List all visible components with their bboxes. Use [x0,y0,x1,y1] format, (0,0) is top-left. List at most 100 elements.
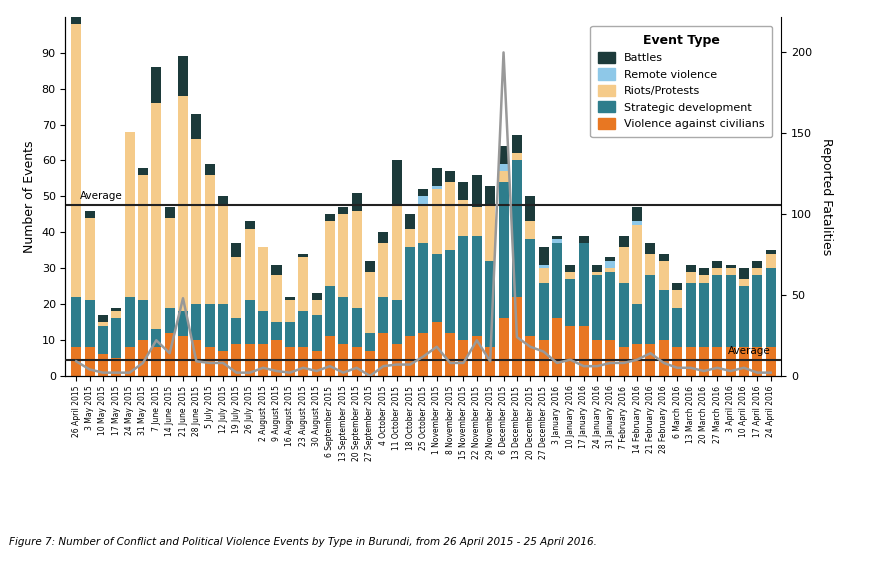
Bar [605,272,615,340]
Bar [204,164,215,175]
Bar [552,319,562,376]
Text: Average: Average [728,347,771,356]
Bar [405,229,415,247]
Bar [285,301,295,322]
Bar [72,24,81,297]
Bar [659,261,669,289]
Bar [231,243,242,257]
Bar [485,261,495,347]
Bar [352,211,361,307]
Bar [512,153,522,160]
Bar [725,268,736,275]
Bar [526,222,535,240]
Bar [178,337,188,376]
Bar [605,340,615,376]
Bar [526,196,535,222]
Bar [725,265,736,268]
Bar [632,225,643,304]
Bar [98,315,108,322]
Bar [432,254,442,322]
Bar [365,272,375,333]
Bar [712,268,722,275]
Bar [605,268,615,272]
Bar [72,6,81,24]
Bar [98,355,108,376]
Bar [699,275,709,283]
Bar [458,182,469,200]
Bar [85,218,94,301]
Bar [699,268,709,275]
Bar [111,311,121,319]
Bar [725,347,736,376]
Bar [352,347,361,376]
Bar [418,243,429,333]
Bar [272,275,281,322]
Bar [338,297,348,343]
Bar [272,340,281,376]
Bar [753,268,762,275]
Bar [138,168,148,175]
Bar [191,304,202,340]
Bar [432,186,442,189]
Bar [552,240,562,243]
Bar [151,67,162,103]
Bar [432,168,442,186]
Bar [218,351,228,376]
Text: Figure 7: Number of Conflict and Political Violence Events by Type in Burundi, f: Figure 7: Number of Conflict and Politic… [9,537,596,547]
Bar [138,301,148,340]
Bar [418,196,429,204]
Text: Average: Average [80,191,123,201]
Bar [85,301,94,347]
Bar [753,347,762,376]
Bar [138,340,148,376]
Bar [685,283,696,347]
Bar [766,254,775,268]
Bar [766,347,775,376]
Bar [204,175,215,304]
Bar [685,272,696,283]
Bar [766,250,775,254]
Bar [592,265,602,272]
Bar [378,232,388,243]
Bar [285,322,295,347]
Bar [739,268,749,279]
Bar [566,279,575,325]
Bar [739,279,749,286]
Bar [699,283,709,347]
Bar [739,347,749,376]
Bar [405,337,415,376]
Bar [218,204,228,304]
Bar [151,347,162,376]
Bar [231,319,242,343]
Bar [258,343,268,376]
Bar [699,347,709,376]
Bar [592,275,602,340]
Bar [712,347,722,376]
Bar [285,347,295,376]
Bar [458,200,469,236]
Bar [498,182,509,319]
Bar [204,347,215,376]
Bar [619,283,629,347]
Bar [165,207,175,218]
Bar [498,146,509,164]
Bar [352,193,361,211]
Bar [526,240,535,337]
Bar [418,333,429,376]
Bar [445,333,455,376]
Bar [592,340,602,376]
Bar [579,243,588,325]
Bar [632,343,643,376]
Bar [619,236,629,247]
Bar [645,254,656,275]
Bar [432,322,442,376]
Bar [312,351,321,376]
Bar [471,207,482,236]
Bar [244,301,255,343]
Bar [753,275,762,347]
Bar [244,229,255,301]
Bar [85,347,94,376]
Bar [151,103,162,329]
Bar [512,160,522,297]
Bar [352,307,361,347]
